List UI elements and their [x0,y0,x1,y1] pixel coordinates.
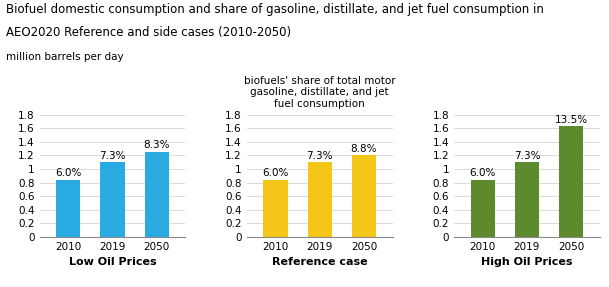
Text: 7.3%: 7.3% [513,151,540,160]
Bar [56,180,80,237]
Bar [144,152,169,237]
Text: 7.3%: 7.3% [306,151,333,160]
X-axis label: Reference case: Reference case [272,257,368,267]
Bar [515,162,539,237]
Text: 13.5%: 13.5% [555,115,588,125]
Text: AEO2020 Reference and side cases (2010-2050): AEO2020 Reference and side cases (2010-2… [6,26,291,39]
Bar [263,180,287,237]
Text: 7.3%: 7.3% [99,151,126,160]
Bar [100,162,125,237]
Text: 8.3%: 8.3% [144,140,170,150]
Text: million barrels per day: million barrels per day [6,52,124,62]
X-axis label: Low Oil Prices: Low Oil Prices [69,257,157,267]
Text: 6.0%: 6.0% [470,168,496,178]
Bar [352,156,376,237]
Text: Biofuel domestic consumption and share of gasoline, distillate, and jet fuel con: Biofuel domestic consumption and share o… [6,3,544,16]
Text: 8.8%: 8.8% [351,144,377,154]
Bar [471,180,495,237]
Text: 6.0%: 6.0% [262,168,289,178]
X-axis label: High Oil Prices: High Oil Prices [481,257,572,267]
Text: 6.0%: 6.0% [55,168,82,178]
Text: biofuels' share of total motor
gasoline, distillate, and jet
fuel consumption: biofuels' share of total motor gasoline,… [244,75,395,109]
Bar [559,126,583,237]
Bar [308,162,332,237]
